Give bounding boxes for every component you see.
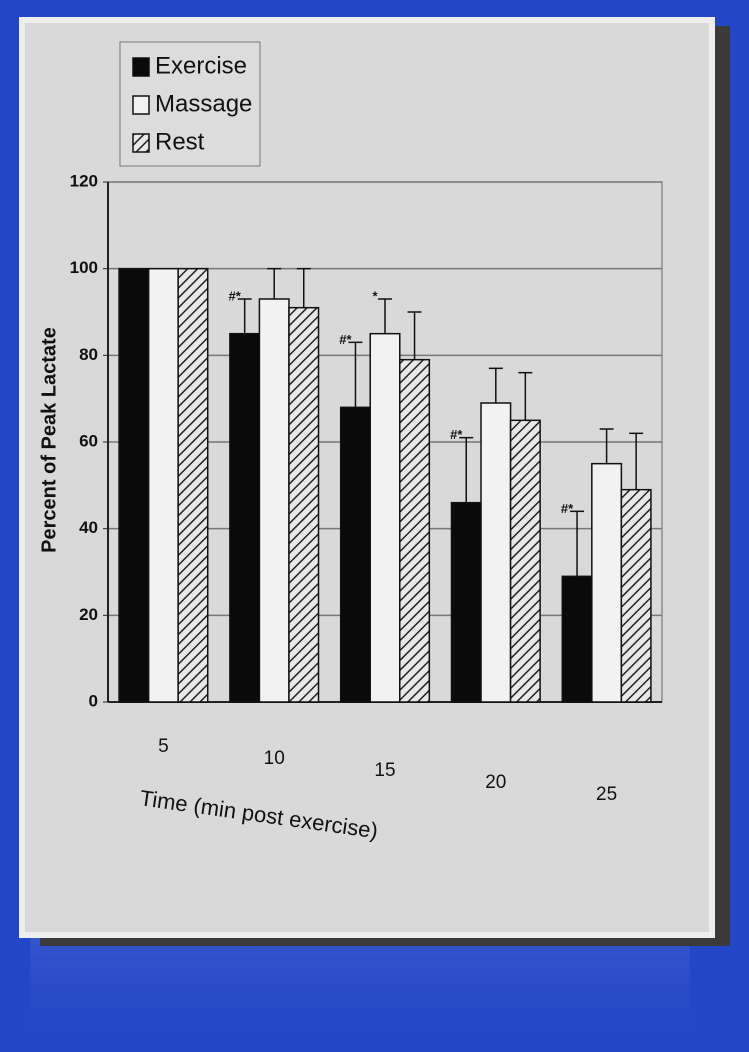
bar <box>119 269 149 702</box>
legend-label: Massage <box>155 90 252 117</box>
y-tick-label: 0 <box>89 691 98 710</box>
x-tick-label: 15 <box>374 760 395 781</box>
bar <box>400 360 430 702</box>
bar <box>178 269 208 702</box>
legend-swatch <box>133 58 149 76</box>
legend-label: Rest <box>155 128 205 155</box>
legend-swatch <box>133 96 149 114</box>
x-tick-label: 10 <box>264 748 285 769</box>
legend-label: Exercise <box>155 52 247 79</box>
y-tick-label: 80 <box>79 345 98 364</box>
significance-label: #* <box>339 332 352 347</box>
bar <box>230 334 260 702</box>
bar <box>562 576 592 702</box>
bar <box>592 464 622 702</box>
x-tick-label: 25 <box>596 784 617 805</box>
bar <box>259 299 289 702</box>
y-tick-label: 20 <box>79 605 98 624</box>
y-tick-label: 60 <box>79 431 98 450</box>
bar <box>451 503 481 702</box>
significance-label: #* <box>450 427 463 442</box>
bar <box>341 407 371 702</box>
y-tick-label: 120 <box>70 171 98 190</box>
legend-swatch <box>133 134 149 152</box>
bar <box>621 490 651 702</box>
x-tick-label: 5 <box>158 736 169 757</box>
significance-label: #* <box>229 288 242 303</box>
bar <box>370 334 400 702</box>
bar <box>289 308 319 702</box>
bar <box>149 269 179 702</box>
page: {"chart_data": {"type": "bar", "x_label"… <box>0 0 749 1052</box>
significance-label: #* <box>561 501 574 516</box>
y-tick-label: 40 <box>79 518 98 537</box>
chart: Time (min post exercise) Percent of Peak… <box>0 0 749 1052</box>
bar <box>481 403 511 702</box>
y-tick-label: 100 <box>70 258 98 277</box>
x-tick-label: 20 <box>485 772 506 793</box>
y-axis-label: Percent of Peak Lactate <box>38 327 60 553</box>
bar <box>511 420 541 702</box>
